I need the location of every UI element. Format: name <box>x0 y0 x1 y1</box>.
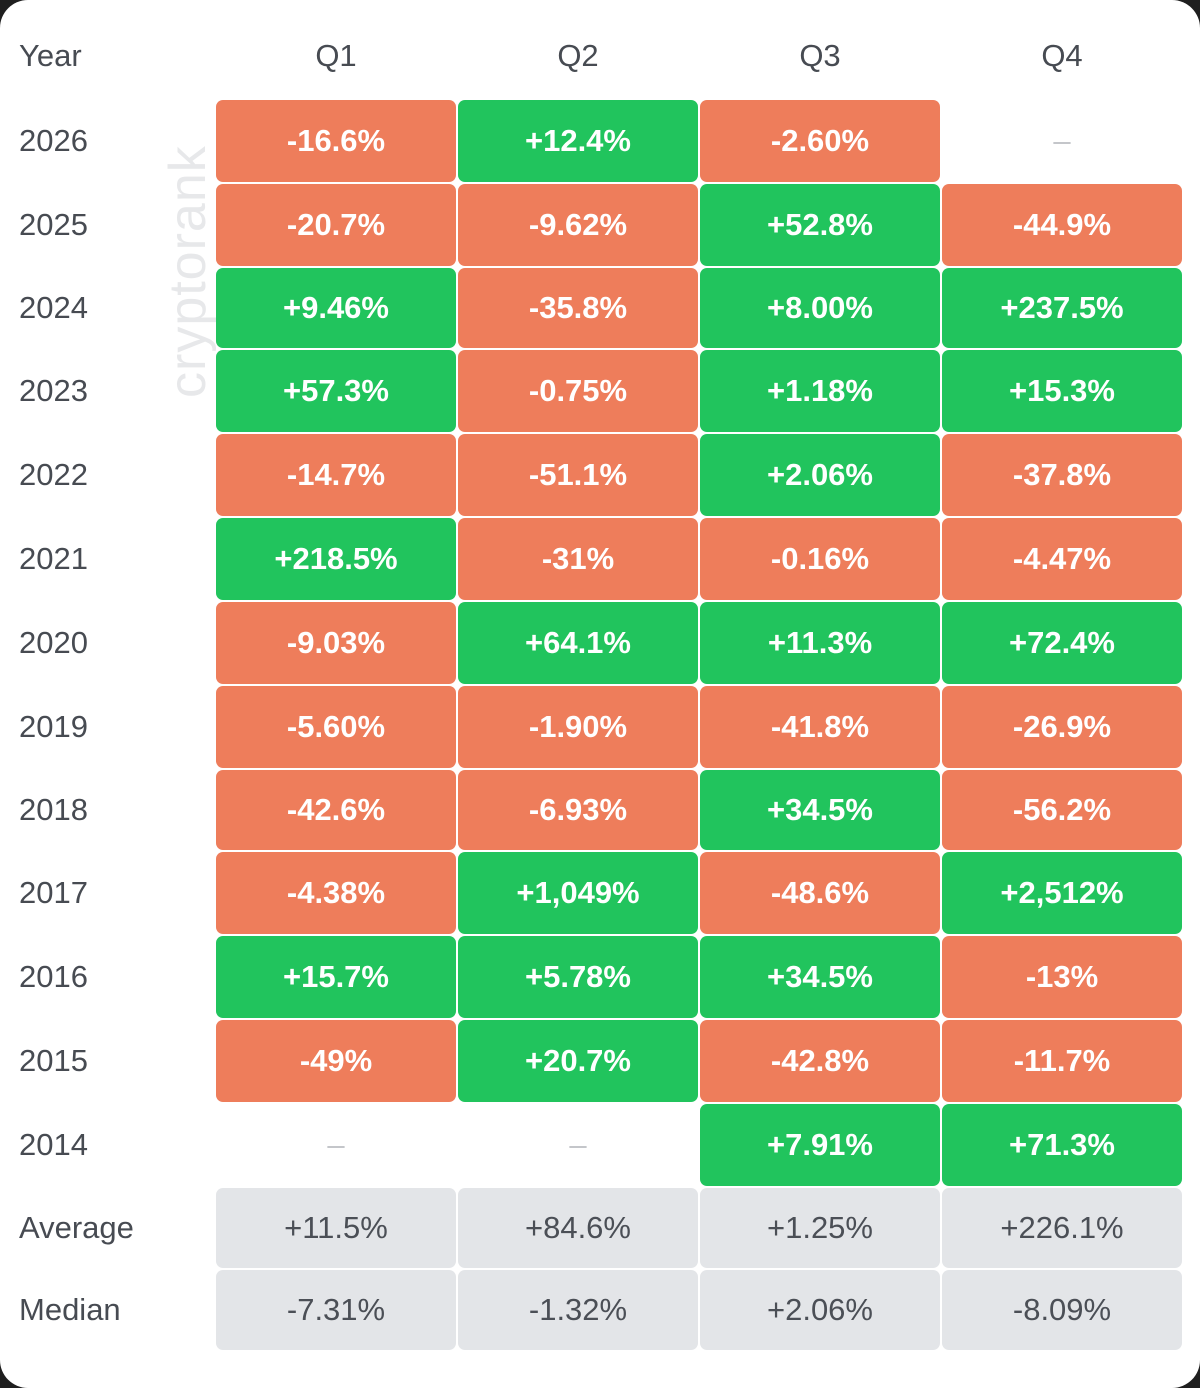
year-label: 2015 <box>19 1043 88 1078</box>
return-cell: -35.8% <box>458 268 698 348</box>
return-cell: – <box>327 1127 345 1162</box>
return-cell: -9.62% <box>458 184 698 266</box>
return-cell: +34.5% <box>700 770 940 850</box>
return-cell: -48.6% <box>700 852 940 934</box>
return-cell: +64.1% <box>458 602 698 684</box>
year-label: 2021 <box>19 541 88 576</box>
return-cell: +218.5% <box>216 518 456 600</box>
return-cell: -37.8% <box>942 434 1182 516</box>
return-cell: +8.00% <box>700 268 940 348</box>
return-cell: -31% <box>458 518 698 600</box>
return-cell: -0.75% <box>458 350 698 432</box>
return-cell: -13% <box>942 936 1182 1018</box>
return-cell: -5.60% <box>216 686 456 768</box>
column-header-q1: Q1 <box>315 38 357 73</box>
year-label: 2018 <box>19 792 88 827</box>
return-cell: -11.7% <box>942 1020 1182 1102</box>
summary-cell: +1.25% <box>700 1188 940 1268</box>
year-label: 2022 <box>19 457 88 492</box>
return-cell: -9.03% <box>216 602 456 684</box>
return-cell: +52.8% <box>700 184 940 266</box>
return-cell: -4.47% <box>942 518 1182 600</box>
return-cell: -44.9% <box>942 184 1182 266</box>
return-cell: +1,049% <box>458 852 698 934</box>
return-cell: +2,512% <box>942 852 1182 934</box>
return-cell: +7.91% <box>700 1104 940 1186</box>
return-cell: +71.3% <box>942 1104 1182 1186</box>
return-cell: -20.7% <box>216 184 456 266</box>
return-cell: +2.06% <box>700 434 940 516</box>
return-cell: -56.2% <box>942 770 1182 850</box>
column-header-year: Year <box>19 38 82 73</box>
return-cell: -2.60% <box>700 100 940 182</box>
return-cell: -4.38% <box>216 852 456 934</box>
return-cell: +15.7% <box>216 936 456 1018</box>
return-cell: +57.3% <box>216 350 456 432</box>
return-cell: -1.90% <box>458 686 698 768</box>
year-label: 2026 <box>19 123 88 158</box>
return-cell: -41.8% <box>700 686 940 768</box>
return-cell: -51.1% <box>458 434 698 516</box>
summary-label: Average <box>19 1210 134 1245</box>
return-cell: +72.4% <box>942 602 1182 684</box>
return-cell: -49% <box>216 1020 456 1102</box>
year-label: 2025 <box>19 207 88 242</box>
year-label: 2023 <box>19 373 88 408</box>
year-label: 2014 <box>19 1127 88 1162</box>
return-cell: +1.18% <box>700 350 940 432</box>
column-header-q4: Q4 <box>1041 38 1083 73</box>
return-cell: +237.5% <box>942 268 1182 348</box>
year-label: 2019 <box>19 709 88 744</box>
return-cell: -6.93% <box>458 770 698 850</box>
year-label: 2024 <box>19 290 88 325</box>
year-label: 2017 <box>19 875 88 910</box>
summary-label: Median <box>19 1292 121 1327</box>
summary-cell: +84.6% <box>458 1188 698 1268</box>
return-cell: +12.4% <box>458 100 698 182</box>
column-header-q2: Q2 <box>557 38 599 73</box>
return-cell: -0.16% <box>700 518 940 600</box>
summary-cell: -1.32% <box>458 1270 698 1350</box>
return-cell: – <box>1053 123 1071 158</box>
watermark-logo: cryptorank <box>159 145 217 398</box>
return-cell: +9.46% <box>216 268 456 348</box>
return-cell: -42.6% <box>216 770 456 850</box>
column-header-q3: Q3 <box>799 38 841 73</box>
return-cell: +5.78% <box>458 936 698 1018</box>
return-cell: +34.5% <box>700 936 940 1018</box>
return-cell: -42.8% <box>700 1020 940 1102</box>
return-cell: +11.3% <box>700 602 940 684</box>
return-cell: +20.7% <box>458 1020 698 1102</box>
year-label: 2016 <box>19 959 88 994</box>
summary-cell: +226.1% <box>942 1188 1182 1268</box>
return-cell: -26.9% <box>942 686 1182 768</box>
return-cell: +15.3% <box>942 350 1182 432</box>
summary-cell: -8.09% <box>942 1270 1182 1350</box>
summary-cell: +11.5% <box>216 1188 456 1268</box>
summary-cell: -7.31% <box>216 1270 456 1350</box>
return-cell: – <box>569 1127 587 1162</box>
return-cell: -14.7% <box>216 434 456 516</box>
return-cell: -16.6% <box>216 100 456 182</box>
year-label: 2020 <box>19 625 88 660</box>
summary-cell: +2.06% <box>700 1270 940 1350</box>
